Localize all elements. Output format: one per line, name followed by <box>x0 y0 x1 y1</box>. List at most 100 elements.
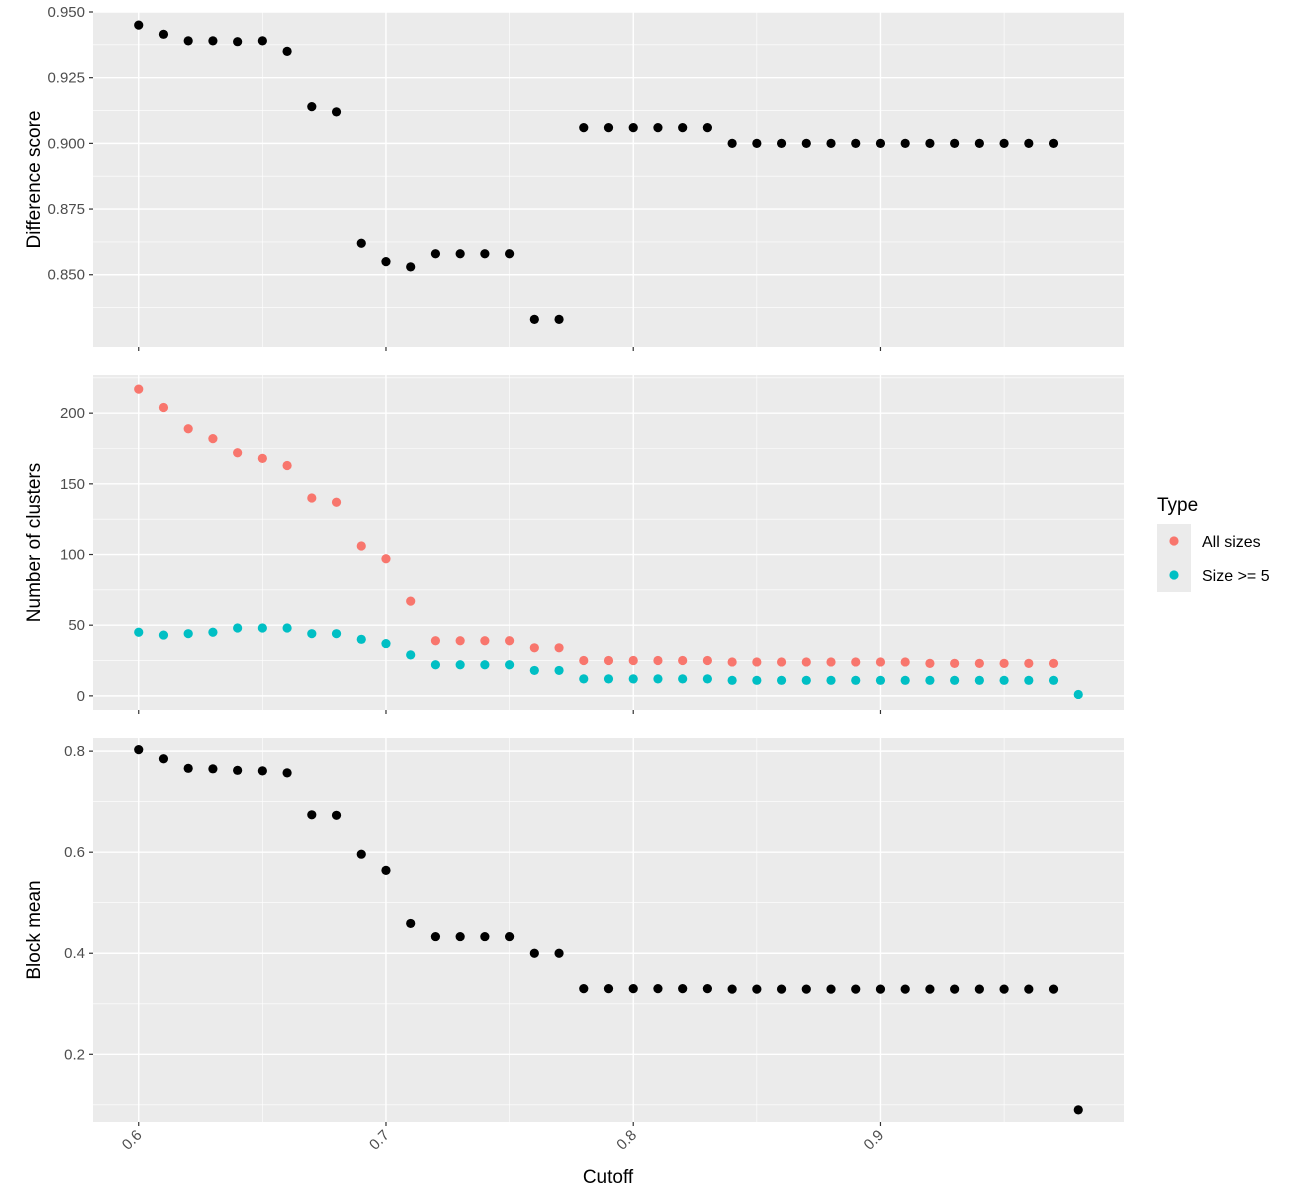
data-point <box>752 138 762 148</box>
data-point <box>925 984 935 994</box>
data-point <box>208 627 218 637</box>
data-point <box>282 768 292 778</box>
y-tick-label: 0.900 <box>47 135 85 152</box>
y-tick-label: 100 <box>60 547 85 564</box>
data-point <box>183 763 193 773</box>
data-point <box>950 138 960 148</box>
data-point <box>851 657 861 667</box>
data-point <box>875 657 886 667</box>
data-point <box>183 424 193 434</box>
legend-key-all-sizes <box>1169 536 1179 546</box>
data-point <box>208 764 218 774</box>
data-point <box>752 984 762 994</box>
data-point <box>183 36 193 46</box>
y-tick-label: 0.8 <box>64 743 85 760</box>
data-point <box>678 674 688 684</box>
data-point <box>208 434 218 444</box>
data-point <box>529 314 539 325</box>
data-point <box>282 46 292 57</box>
data-point <box>1048 675 1059 685</box>
data-point <box>455 931 465 942</box>
data-point <box>158 754 169 764</box>
data-point <box>603 655 614 666</box>
data-point <box>307 101 317 112</box>
data-point <box>727 675 737 685</box>
panel-3: 0.2 0.4 0.6 0.8 Block mean <box>24 738 1124 1126</box>
data-point <box>480 636 490 646</box>
data-point <box>430 249 441 259</box>
data-point <box>406 918 416 929</box>
data-point <box>233 37 243 47</box>
data-point <box>702 123 712 133</box>
data-point <box>826 138 836 148</box>
data-point <box>158 29 169 39</box>
series-1 <box>134 384 1059 668</box>
y-axis-title: Number of clusters <box>24 463 45 622</box>
data-point <box>505 660 515 670</box>
data-point <box>579 655 589 666</box>
data-point <box>752 675 762 685</box>
data-point <box>603 984 614 994</box>
data-point <box>727 657 737 667</box>
data-point <box>356 541 366 551</box>
legend-key-size-5 <box>1169 570 1179 580</box>
data-point <box>455 660 465 670</box>
data-point <box>702 674 712 684</box>
y-axis-title: Block mean <box>24 880 45 979</box>
y-tick-label: 0.950 <box>47 4 85 21</box>
y-tick-label: 0.925 <box>47 70 85 87</box>
data-point <box>974 138 984 148</box>
data-point <box>554 665 564 676</box>
data-point <box>307 493 317 503</box>
y-tick-label: 50 <box>68 617 85 634</box>
data-point <box>554 643 564 653</box>
data-point <box>480 249 490 259</box>
data-point <box>875 984 886 994</box>
data-point <box>158 630 169 640</box>
data-point <box>134 20 144 30</box>
data-point <box>406 262 416 272</box>
data-point <box>875 675 886 685</box>
data-point <box>554 948 564 958</box>
data-point <box>653 984 663 994</box>
series-1 <box>134 745 1083 1115</box>
data-point <box>579 123 589 133</box>
data-point <box>505 931 515 942</box>
data-point <box>233 448 243 458</box>
data-point <box>529 665 539 676</box>
data-point <box>554 314 564 325</box>
data-point <box>776 675 787 685</box>
data-point <box>1024 138 1034 148</box>
data-point <box>628 655 638 666</box>
data-point <box>999 984 1009 994</box>
data-point <box>653 123 663 133</box>
data-point <box>1073 689 1083 700</box>
data-point <box>925 675 935 685</box>
data-point <box>702 984 712 994</box>
data-point <box>505 249 515 259</box>
data-point <box>430 660 441 670</box>
data-point <box>950 658 960 668</box>
data-point <box>381 257 391 267</box>
data-point <box>900 984 910 994</box>
data-point <box>1024 984 1034 994</box>
data-point <box>900 138 910 148</box>
data-point <box>455 249 465 259</box>
data-point <box>950 984 960 994</box>
data-point <box>1048 138 1059 148</box>
series-1 <box>134 20 1059 325</box>
data-point <box>331 810 342 820</box>
data-point <box>381 638 391 649</box>
data-point <box>1048 658 1059 668</box>
x-axis-title: Cutoff <box>583 1167 634 1188</box>
data-point <box>233 623 243 633</box>
data-point <box>1024 658 1034 668</box>
data-point <box>331 497 342 507</box>
data-point <box>826 657 836 667</box>
data-point <box>801 657 811 667</box>
data-point <box>801 138 811 148</box>
data-point <box>851 984 861 994</box>
data-point <box>776 984 787 994</box>
data-point <box>974 675 984 685</box>
